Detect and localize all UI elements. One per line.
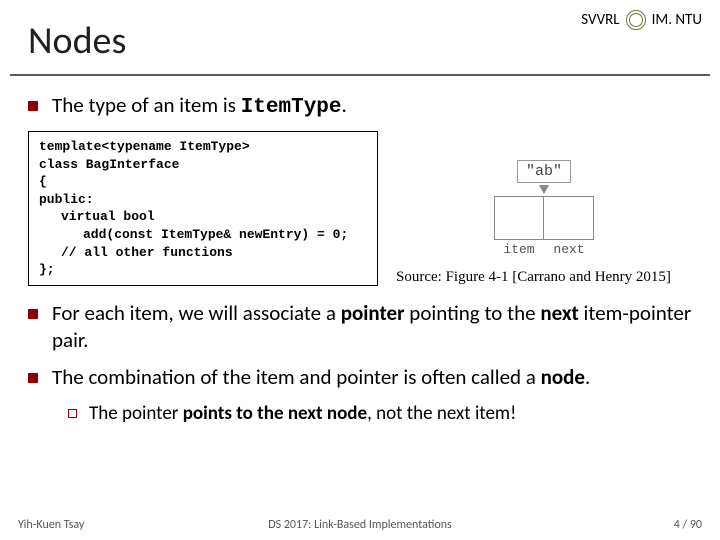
org-left: SVVRL: [581, 11, 619, 29]
b1-pre: The type of an item is: [52, 92, 241, 118]
bullet-icon: [28, 309, 38, 319]
b1-post: .: [342, 92, 347, 118]
middle-row: template<typename ItemType> class BagInt…: [28, 131, 692, 285]
bullet-2: For each item, we will associate a point…: [28, 300, 692, 355]
bullet-3: The combination of the item and pointer …: [28, 364, 692, 391]
sub-bullet-text: The pointer points to the next node, not…: [89, 402, 516, 425]
sub-bullet-icon: [68, 409, 77, 418]
b2-bold1: pointer: [341, 300, 405, 326]
b3-post: .: [585, 364, 590, 390]
b2-mid: pointing to the: [405, 300, 541, 326]
figure-caption: Source: Figure 4-1 [Carrano and Henry 20…: [396, 269, 692, 286]
sub1-post: , not the next item!: [367, 402, 516, 425]
page-title: Nodes: [28, 18, 126, 64]
b2-bold2: next: [540, 300, 578, 326]
bullet-icon: [28, 373, 38, 383]
footer-right: 4 / 90: [674, 518, 702, 532]
b2-pre: For each item, we will associate a: [52, 300, 341, 326]
header: SVVRL IM. NTU Nodes: [10, 0, 710, 76]
code-box: template<typename ItemType> class BagInt…: [28, 131, 378, 285]
code-l5: virtual bool: [39, 208, 367, 226]
code-l3: {: [39, 173, 367, 191]
b3-bold: node: [541, 364, 585, 390]
sub-bullet-1: The pointer points to the next node, not…: [68, 402, 692, 425]
item-label: item: [494, 242, 544, 257]
logo-icon: [626, 10, 646, 30]
footer-left: Yih-Kuen Tsay: [18, 518, 84, 532]
code-l8: };: [39, 261, 367, 279]
pair-labels: item next: [494, 242, 594, 257]
org-right: IM. NTU: [652, 11, 702, 29]
b3-pre: The combination of the item and pointer …: [52, 364, 541, 390]
code-l2: class BagInterface: [39, 156, 367, 174]
bullet-2-text: For each item, we will associate a point…: [52, 300, 692, 355]
b1-code: ItemType: [241, 96, 342, 119]
next-cell: [544, 196, 594, 240]
next-label: next: [544, 242, 594, 257]
bullet-1: The type of an item is ItemType.: [28, 92, 692, 121]
code-l6: add(const ItemType& newEntry) = 0;: [39, 226, 367, 244]
item-cell: [494, 196, 544, 240]
code-l4: public:: [39, 191, 367, 209]
content: The type of an item is ItemType. templat…: [0, 76, 720, 425]
figure-column: "ab" item next Source: Figure 4-1 [Carra…: [396, 131, 692, 285]
footer: Yih-Kuen Tsay DS 2017: Link-Based Implem…: [0, 518, 720, 532]
bullet-3-text: The combination of the item and pointer …: [52, 364, 590, 391]
node-figure: "ab" item next: [494, 160, 594, 257]
header-org: SVVRL IM. NTU: [581, 10, 702, 30]
bullet-1-text: The type of an item is ItemType.: [52, 92, 347, 121]
footer-center: DS 2017: Link-Based Implementations: [268, 518, 452, 532]
sub1-bold: points to the next node: [183, 402, 367, 425]
code-l1: template<typename ItemType>: [39, 138, 367, 156]
node-pair: [494, 196, 594, 240]
ab-value: "ab": [517, 160, 571, 183]
sub1-pre: The pointer: [89, 402, 183, 425]
arrow-down-icon: [539, 185, 549, 194]
bullet-icon: [28, 101, 38, 111]
code-l7: // all other functions: [39, 244, 367, 262]
